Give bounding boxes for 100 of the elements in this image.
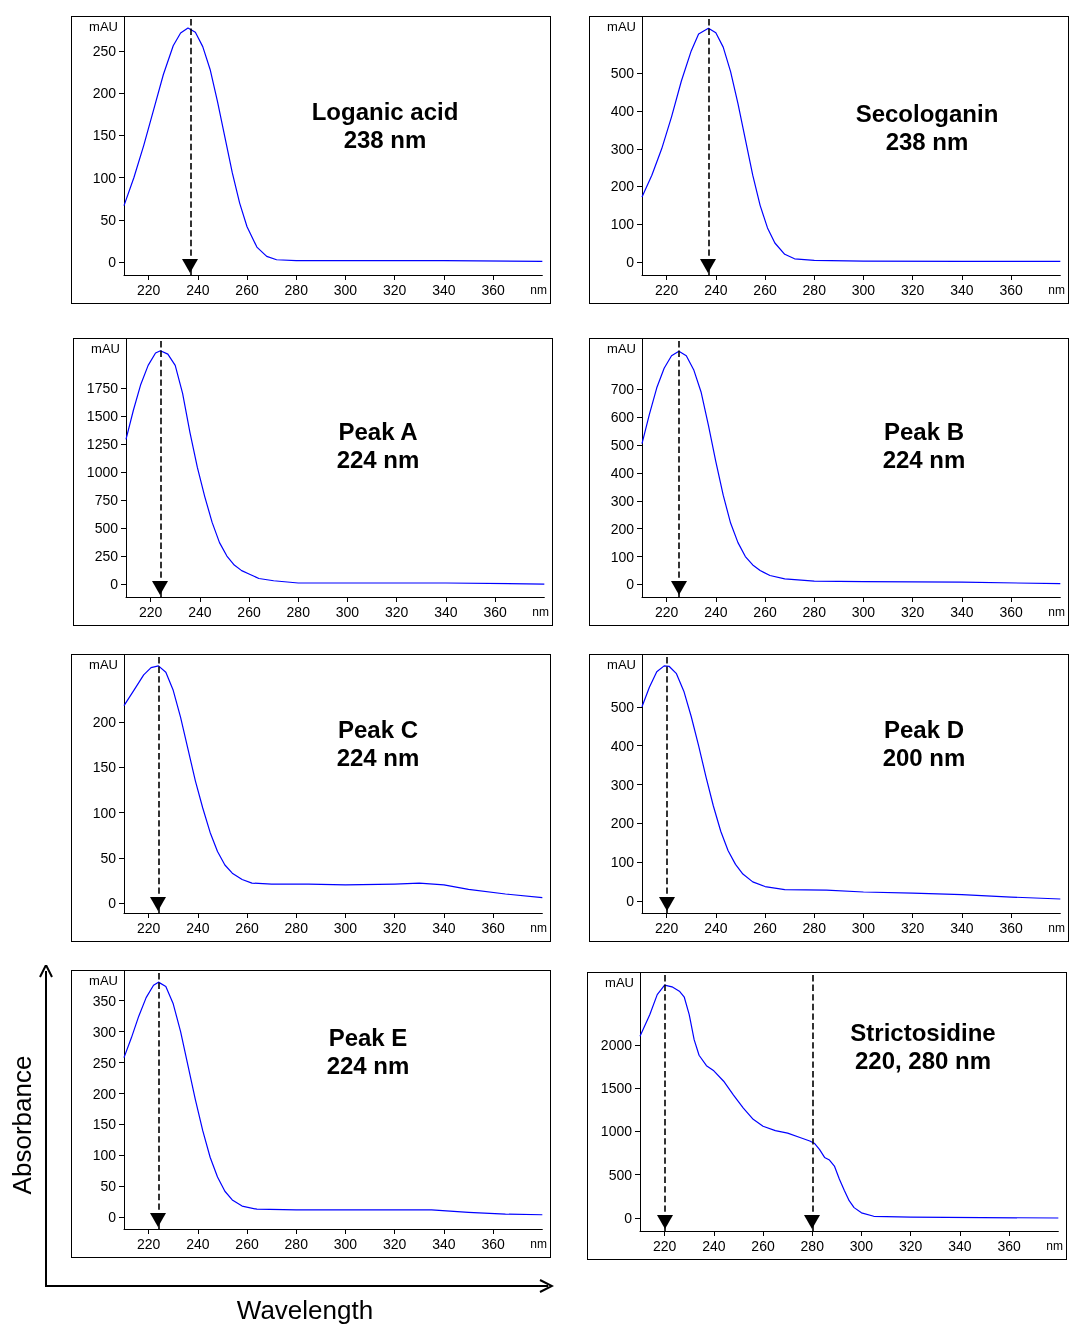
text: 224 nm [326, 1051, 410, 1079]
x-tick-label: 240 [704, 604, 728, 620]
y-tick-label: 100 [610, 548, 635, 565]
text: Loganic acid [311, 97, 459, 125]
y-tick-label: 100 [92, 804, 117, 821]
x-tick-label: 240 [704, 282, 728, 298]
x-tick-label: 340 [434, 604, 458, 620]
text: Peak B [883, 417, 965, 445]
x-tick-label: 360 [481, 1236, 506, 1252]
x-tick-label: 340 [432, 920, 456, 936]
text: Peak C [337, 715, 419, 743]
x-tick-label: 260 [753, 282, 777, 298]
y-tick-label: 0 [626, 253, 635, 270]
x-tick-label: 340 [432, 282, 456, 298]
x-tick-label: 280 [284, 1236, 309, 1252]
x-tick-label: 280 [802, 920, 827, 936]
y-tick-label: 150 [92, 127, 117, 144]
x-tick-label: 220 [136, 282, 161, 298]
x-tick-label: 300 [851, 282, 876, 298]
x-tick-label: 260 [235, 282, 259, 298]
y-tick-label: 200 [92, 1085, 117, 1102]
x-axis-title: nm [1048, 283, 1065, 297]
x-tick-label: 260 [753, 920, 777, 936]
x-tick-label: 300 [851, 920, 876, 936]
y-tick-label: 500 [610, 65, 635, 82]
y-axis-title: mAU [607, 657, 636, 672]
y-axis-title: mAU [605, 975, 634, 990]
text: Secologanin [855, 99, 999, 127]
y-tick-label: 300 [610, 776, 635, 793]
x-tick-label: 300 [851, 604, 876, 620]
x-tick-label: 220 [136, 920, 161, 936]
y-tick-label: 300 [610, 492, 635, 509]
x-tick-label: 220 [652, 1238, 677, 1254]
x-tick-label: 220 [654, 920, 679, 936]
line-series [123, 27, 543, 263]
line-series [639, 984, 1059, 1219]
y-tick-label: 200 [92, 713, 117, 730]
line-series [123, 981, 543, 1216]
x-tick-label: 360 [999, 604, 1024, 620]
x-tick-label: 360 [481, 282, 506, 298]
y-tick-label: 500 [610, 436, 635, 453]
y-tick-label: 1250 [86, 435, 119, 452]
x-tick-label: 280 [284, 920, 309, 936]
y-axis-title: mAU [89, 657, 118, 672]
x-tick-label: 260 [751, 1238, 775, 1254]
y-tick-label: 750 [94, 491, 119, 508]
text: 238 nm [885, 127, 969, 155]
y-axis-title: mAU [89, 19, 118, 34]
line-series [123, 665, 543, 899]
x-tick-label: 240 [186, 282, 210, 298]
x-axis-title: nm [1048, 605, 1065, 619]
text: 238 nm [343, 125, 427, 153]
y-axis-title: mAU [91, 341, 120, 356]
y-tick-label: 400 [610, 737, 635, 754]
x-axis-title: nm [530, 921, 547, 935]
y-tick-label: 0 [624, 1210, 633, 1227]
y-tick-label: 0 [110, 576, 119, 593]
y-tick-label: 50 [100, 1178, 117, 1195]
x-tick-label: 320 [901, 282, 925, 298]
y-tick-label: 500 [610, 698, 635, 715]
x-tick-label: 220 [654, 282, 679, 298]
text: 224 nm [336, 743, 420, 771]
x-tick-label: 220 [138, 604, 163, 620]
x-tick-label: 360 [999, 920, 1024, 936]
x-tick-label: 300 [333, 282, 358, 298]
x-axis-title: nm [530, 283, 547, 297]
y-tick-label: 200 [92, 85, 117, 102]
y-tick-label: 200 [610, 815, 635, 832]
x-axis-title: nm [532, 605, 549, 619]
y-tick-label: 0 [108, 895, 117, 912]
text: 224 nm [336, 445, 420, 473]
x-tick-label: 280 [802, 282, 827, 298]
x-tick-label: 320 [383, 282, 407, 298]
y-tick-label: 0 [108, 254, 117, 271]
x-tick-label: 360 [481, 920, 506, 936]
x-tick-label: 240 [186, 920, 210, 936]
y-tick-label: 200 [610, 520, 635, 537]
x-tick-label: 320 [385, 604, 409, 620]
y-tick-label: 100 [92, 169, 117, 186]
x-tick-label: 360 [997, 1238, 1022, 1254]
x-tick-label: 300 [849, 1238, 874, 1254]
x-tick-label: 320 [899, 1238, 923, 1254]
y-tick-label: 300 [610, 140, 635, 157]
x-tick-label: 300 [335, 604, 360, 620]
x-tick-label: 260 [237, 604, 261, 620]
x-tick-label: 260 [235, 1236, 259, 1252]
text: Absorbance [6, 1055, 38, 1195]
text: Strictosidine [850, 1018, 996, 1046]
y-tick-label: 150 [92, 1116, 117, 1133]
y-axis-title: mAU [89, 973, 118, 988]
y-tick-label: 500 [94, 520, 119, 537]
x-tick-label: 280 [286, 604, 311, 620]
line-series [641, 27, 1061, 263]
x-tick-label: 320 [901, 920, 925, 936]
x-tick-label: 300 [333, 920, 358, 936]
y-tick-label: 0 [626, 576, 635, 593]
y-tick-label: 250 [94, 548, 119, 565]
x-tick-label: 260 [753, 604, 777, 620]
x-tick-label: 220 [136, 1236, 161, 1252]
y-tick-label: 400 [610, 464, 635, 481]
